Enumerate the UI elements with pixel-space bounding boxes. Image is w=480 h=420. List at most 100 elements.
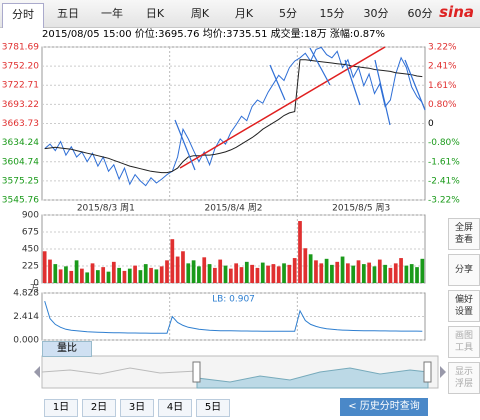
side-button-label: 浮层 [454, 379, 473, 389]
y2-tick-label: -1.61% [428, 157, 460, 167]
logo: sina [439, 3, 474, 21]
tab[interactable]: 五日 [57, 7, 79, 20]
volume-bar [228, 268, 233, 283]
y-tick-label: 3545.76 [2, 196, 39, 206]
side-button-label: 偏好 [454, 295, 473, 305]
volume-bar [223, 265, 228, 283]
volume-bar [404, 265, 409, 283]
y2-tick-label: 3.22% [428, 43, 457, 53]
y-tick-label: 3634.24 [2, 138, 39, 148]
side-button-label: 设置 [454, 307, 473, 317]
volume-bar [181, 251, 185, 283]
volume-bar [117, 267, 121, 283]
tab[interactable]: 周K [190, 7, 210, 20]
volume-bar [244, 261, 249, 283]
volume-bar [74, 260, 79, 283]
volume-bar [250, 264, 254, 283]
volume-bar [266, 265, 270, 283]
day-button[interactable]: 2日 [82, 399, 116, 417]
y-tick-label: 225 [22, 262, 39, 272]
y-tick-label: 4.828 [13, 289, 39, 299]
volume-bar [165, 260, 169, 283]
tab[interactable]: 15分 [319, 7, 345, 20]
volume-bar [133, 265, 137, 283]
ratio-annotation: LB: 0.907 [212, 295, 255, 305]
y2-tick-label: 0 [428, 119, 434, 129]
navigator [34, 355, 446, 389]
volume-bar [48, 259, 52, 283]
volume-bar [213, 267, 217, 283]
tab[interactable]: 日K [145, 7, 165, 20]
volume-bar [346, 263, 350, 283]
volume-bar [361, 264, 366, 283]
volume-bar [319, 263, 324, 283]
drawn-lines [174, 47, 426, 171]
volume-bar [202, 257, 207, 283]
volume-bar [356, 260, 361, 283]
volume-bar [149, 267, 153, 283]
volume-bar [340, 256, 345, 283]
volume-bar [314, 260, 318, 283]
ratio-tab[interactable]: 量比 [42, 341, 92, 357]
volume-bar [335, 261, 340, 283]
day-button[interactable]: 1日 [44, 399, 78, 417]
y2-tick-label: 2.41% [428, 62, 457, 72]
side-button-label: 查看 [454, 235, 473, 245]
tab[interactable]: 分时 [2, 3, 44, 28]
day-button[interactable]: 4日 [158, 399, 192, 417]
volume-bar [415, 267, 419, 283]
volume-bar [95, 270, 100, 283]
volume-bar [292, 258, 297, 283]
tab[interactable]: 5分 [279, 7, 297, 20]
volume-bar [42, 251, 47, 283]
y-tick-label: 0 [33, 279, 39, 289]
side-button-label: 工具 [454, 343, 473, 353]
volume-bar [186, 263, 191, 283]
history-button[interactable]: < 历史分时查询 [340, 398, 428, 416]
volume-bar [80, 268, 84, 283]
line [44, 59, 423, 174]
volume-bar [175, 256, 180, 283]
tab[interactable]: 30分 [363, 7, 389, 20]
side-button[interactable]: 全屏 查看 [448, 218, 480, 250]
y-tick-label: 2.414 [13, 312, 39, 322]
volume-bar [154, 269, 159, 283]
volume-bar [330, 264, 334, 283]
volume-bar [271, 264, 276, 283]
tab[interactable]: 60分 [407, 7, 433, 20]
volume-bar [255, 267, 260, 283]
volume-bar [393, 263, 398, 283]
x-tick-label: 2015/8/3 周1 [77, 203, 135, 214]
volume-bar [197, 266, 201, 283]
volume-bar [260, 262, 265, 283]
volume-bar [90, 263, 95, 283]
y-tick-label: 3575.25 [2, 176, 39, 186]
volume-bar [58, 269, 63, 283]
side-button-label: 分享 [454, 265, 473, 275]
volume-bar [351, 265, 356, 283]
volume-bar [420, 258, 425, 283]
volume-bar [143, 264, 148, 283]
y-tick-label: 3693.22 [2, 100, 39, 110]
volume-bar [53, 264, 58, 283]
tab-bar: sina 分时 五日 一年 日K 周K 月K 5分 15分 30分 60分 [0, 0, 480, 28]
volume-bar [106, 271, 111, 283]
side-button[interactable]: 显示 浮层 [448, 362, 480, 394]
y2-tick-label: -3.22% [428, 196, 460, 206]
line [44, 46, 423, 187]
day-button[interactable]: 3日 [120, 399, 154, 417]
volume-bar [372, 266, 377, 283]
x-tick-label: 2015/8/5 周3 [332, 203, 390, 214]
volume-bar [85, 272, 90, 283]
tab[interactable]: 月K [234, 7, 254, 20]
tab[interactable]: 一年 [101, 7, 123, 20]
volume-bar [218, 259, 223, 283]
side-button[interactable]: 画图 工具 [448, 326, 480, 358]
line [44, 300, 423, 334]
day-button[interactable]: 5日 [196, 399, 230, 417]
volume-bar [64, 266, 68, 283]
y-tick-label: 3781.69 [2, 43, 39, 53]
side-button[interactable]: 分享 [448, 254, 480, 286]
side-button[interactable]: 偏好 设置 [448, 290, 480, 322]
volume-bar [383, 264, 387, 283]
